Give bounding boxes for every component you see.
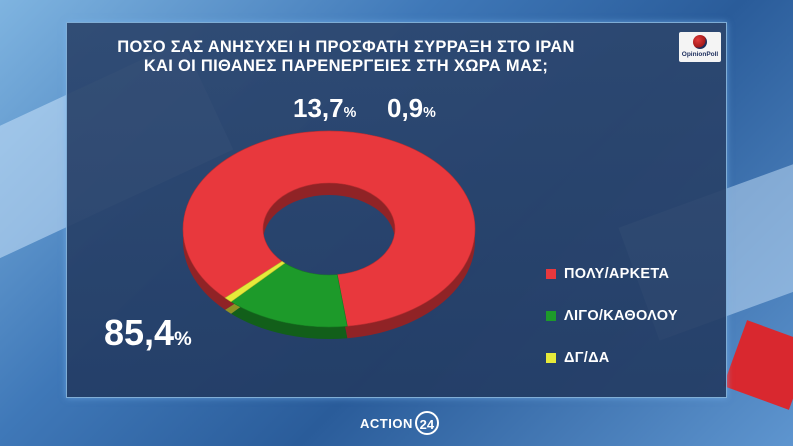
opinionpoll-logo: OpinionPoll [679,32,721,62]
donut-slice-1 [182,130,476,327]
channel-number: 24 [414,411,439,435]
donut-slice-3 [224,260,286,303]
channel-logo: ACTION 24 [360,410,439,436]
legend-item-3: ΔΓ/ΔΑ [546,347,678,368]
channel-name: ACTION [360,415,413,431]
title-line-2: ΚΑΙ ΟΙ ΠΙΘΑΝΕΣ ΠΑΡΕΝΕΡΓΕΙΕΣ ΣΤΗ ΧΩΡΑ ΜΑΣ… [143,57,549,75]
legend-swatch-2 [546,310,556,321]
chart-legend: ΠΟΛΥ/ΑΡΚΕΤΑ ΛΙΓΟ/ΚΑΘΟΛΟΥ ΔΓ/ΔΑ [546,263,678,389]
legend-swatch-3 [546,352,556,363]
legend-label-1: ΠΟΛΥ/ΑΡΚΕΤΑ [564,265,670,282]
logo-text: OpinionPoll [681,51,719,58]
data-label-slice-2: 13,7% [293,93,357,123]
legend-item-2: ΛΙΓΟ/ΚΑΘΟΛΟΥ [546,305,678,326]
data-label-slice-1: 85,4% [104,312,192,353]
legend-label-3: ΔΓ/ΔΑ [564,349,610,366]
legend-item-1: ΠΟΛΥ/ΑΡΚΕΤΑ [546,263,678,284]
chart-title: ΠΟΣΟ ΣΑΣ ΑΝΗΣΥΧΕΙ Η ΠΡΟΣΦΑΤΗ ΣΥΡΡΑΞΗ ΣΤΟ… [86,38,606,76]
data-label-slice-3: 0,9% [387,93,436,123]
legend-label-2: ΛΙΓΟ/ΚΑΘΟΛΟΥ [564,307,678,324]
legend-swatch-1 [546,268,556,279]
logo-mark-icon [693,35,707,49]
title-line-1: ΠΟΣΟ ΣΑΣ ΑΝΗΣΥΧΕΙ Η ΠΡΟΣΦΑΤΗ ΣΥΡΡΑΞΗ ΣΤΟ… [117,38,575,56]
